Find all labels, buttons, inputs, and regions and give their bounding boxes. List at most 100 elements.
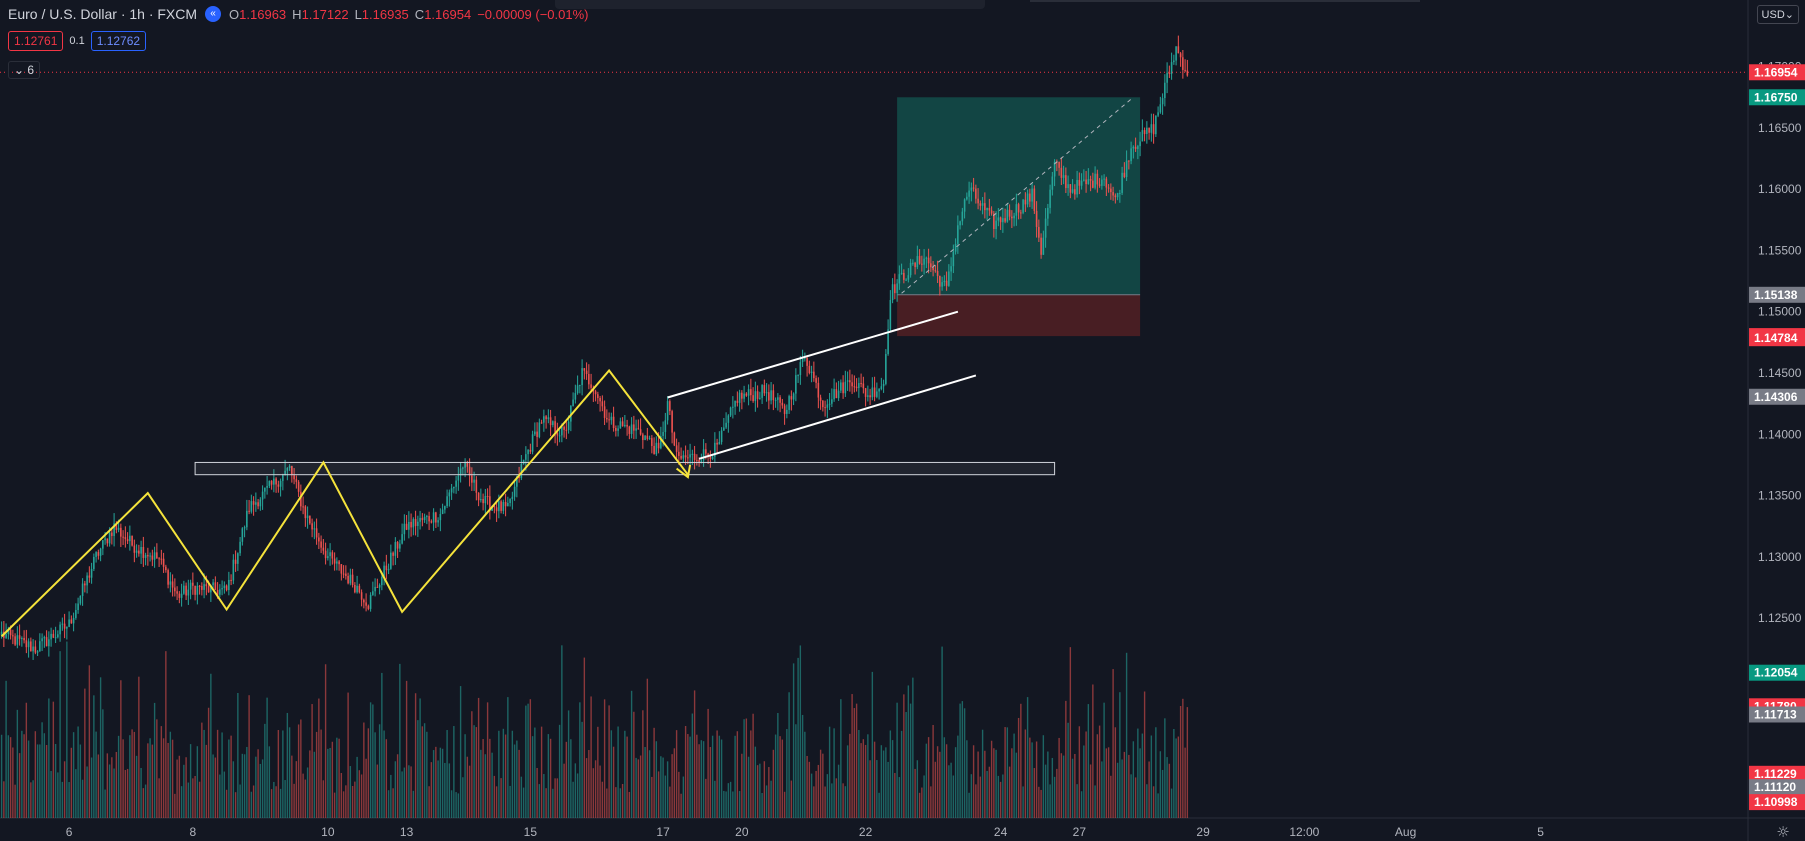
- candle-body: [644, 435, 646, 441]
- symbol-title[interactable]: Euro / U.S. Dollar · 1h · FXCM: [8, 6, 198, 22]
- candle-body: [898, 274, 901, 284]
- volume-bar: [104, 789, 106, 818]
- candle-body: [1186, 70, 1189, 76]
- replay-icon[interactable]: «: [205, 6, 222, 22]
- candle-body: [864, 388, 867, 397]
- volume-bar: [1004, 727, 1006, 818]
- candle-body: [14, 636, 16, 645]
- volume-bar: [1062, 755, 1065, 818]
- volume-bar: [1078, 726, 1081, 818]
- buy-button[interactable]: 1.12762: [90, 31, 147, 51]
- volume-bar: [286, 712, 289, 818]
- volume-bar: [648, 750, 651, 818]
- settings-gear-icon[interactable]: ☼: [1776, 823, 1789, 841]
- drawings[interactable]: [0, 71, 1748, 638]
- ohlc-open-key: O: [229, 6, 240, 22]
- candle-body: [729, 407, 732, 416]
- volume-bar: [651, 776, 653, 818]
- volume-bar: [837, 764, 840, 818]
- volume-bar: [396, 754, 399, 818]
- candle-body: [664, 420, 667, 433]
- volume-bar: [855, 703, 858, 818]
- indicators-toggle[interactable]: ⌄ 6: [8, 61, 41, 79]
- volume-bar: [378, 724, 381, 818]
- volume-bar: [1008, 766, 1011, 818]
- candle-body: [624, 424, 626, 427]
- volume-bar: [574, 763, 577, 818]
- volume-bar: [210, 673, 212, 818]
- volume-bar: [329, 747, 331, 818]
- volume-bar: [52, 701, 55, 818]
- volume-bar: [268, 746, 271, 818]
- candle-body: [68, 619, 70, 627]
- candle-body: [1008, 209, 1011, 217]
- candle-body: [1017, 204, 1020, 213]
- volume-bar: [727, 783, 730, 818]
- sell-button[interactable]: 1.12761: [8, 31, 64, 51]
- candle-body: [268, 480, 271, 487]
- currency-selector[interactable]: USD⌄: [1756, 5, 1799, 24]
- volume-bar: [228, 739, 230, 818]
- candle-body: [286, 468, 289, 471]
- volume-bar: [106, 753, 109, 818]
- candle-body: [826, 404, 829, 408]
- volume-bar: [759, 763, 761, 818]
- volume-bar: [930, 786, 932, 818]
- volume-bar: [993, 748, 995, 818]
- candle-body: [846, 380, 849, 382]
- volume-bar: [905, 712, 907, 818]
- candle-body: [887, 329, 889, 355]
- candle-body: [723, 427, 725, 431]
- candle-body: [1177, 46, 1180, 54]
- candle-body: [230, 579, 232, 581]
- volume-bar: [432, 750, 435, 818]
- candle-body: [873, 387, 876, 397]
- candle-body: [324, 550, 327, 559]
- candle-body: [250, 501, 253, 512]
- candle-body: [162, 558, 165, 567]
- price-tick-label: 1.15000: [1758, 305, 1802, 319]
- time-axis[interactable]: 6 8 10 13 15 17 20 22 24 27 29 12:00 Aug 5 ☼: [66, 823, 1790, 841]
- candle-body: [675, 445, 678, 452]
- volume-bar: [637, 759, 640, 818]
- volume-bar: [707, 708, 709, 818]
- volume-bar: [351, 785, 354, 818]
- floating-drawing-toolbar[interactable]: [555, 0, 985, 9]
- volume-bar: [725, 791, 727, 818]
- price-tick-label: 1.13500: [1758, 489, 1802, 503]
- candle-body: [381, 576, 383, 586]
- candle-body: [1141, 130, 1144, 142]
- candle-body: [671, 411, 673, 433]
- price-badge: [1749, 794, 1805, 811]
- volume-bar: [84, 688, 86, 818]
- volume-bar: [243, 754, 246, 818]
- volume-bar: [275, 786, 277, 818]
- candle-body: [531, 434, 534, 452]
- volume-bar: [729, 781, 732, 818]
- volume-bar: [1051, 757, 1054, 818]
- candle-body: [340, 564, 343, 574]
- volume-bar: [138, 676, 140, 818]
- candle-body: [1047, 207, 1049, 219]
- candle-body: [88, 575, 91, 578]
- candle-body: [745, 393, 748, 396]
- volume-bar: [887, 761, 889, 818]
- candle-body: [673, 432, 676, 446]
- volume-bar: [66, 641, 68, 818]
- volume-bar: [804, 731, 806, 818]
- volume-bar: [333, 792, 336, 818]
- candle-body: [642, 434, 644, 441]
- volume-bar: [288, 727, 291, 818]
- candle-body: [1116, 193, 1119, 198]
- candle-body: [660, 435, 662, 449]
- time-tick-label: 22: [859, 825, 873, 839]
- price-badge-label: 1.15138: [1754, 288, 1798, 302]
- volume-bar: [309, 750, 311, 818]
- candle-body: [689, 454, 691, 458]
- candle-body: [466, 462, 469, 467]
- volume-bar: [547, 734, 550, 818]
- volume-bar: [714, 780, 716, 818]
- price-axis[interactable]: 1.12500 1.13000 1.13500 1.14000 1.14500 1.150…: [1749, 60, 1805, 811]
- candle-body: [770, 390, 772, 401]
